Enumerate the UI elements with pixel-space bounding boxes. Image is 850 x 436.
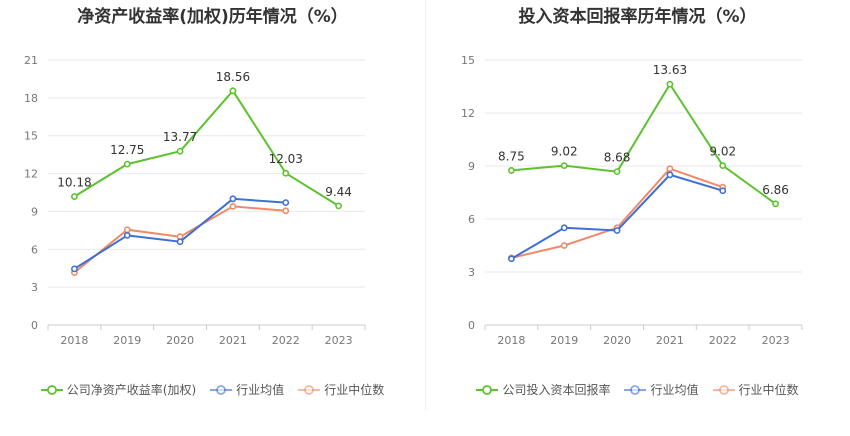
data-point-company[interactable]: [335, 202, 342, 210]
y-tick-label: 18: [24, 92, 38, 105]
legend-item-industry_avg[interactable]: 行业均值: [624, 381, 699, 398]
legend-item-industry_avg[interactable]: 行业均值: [210, 381, 284, 398]
x-tick-label: 2021: [219, 334, 247, 347]
data-point-industry_median[interactable]: [666, 165, 674, 173]
data-point-company[interactable]: [560, 162, 568, 170]
x-tick-label: 2019: [113, 334, 141, 347]
data-point-company[interactable]: [772, 200, 779, 208]
data-label: 8.68: [604, 151, 631, 165]
legend-swatch-icon: [298, 384, 321, 395]
x-tick-label: 2022: [709, 334, 737, 347]
series-line-company: [511, 82, 777, 205]
x-tick-label: 2020: [603, 334, 631, 347]
y-tick-label: 15: [24, 130, 38, 143]
x-tick-label: 2023: [325, 334, 353, 347]
data-point-industry_avg[interactable]: [666, 171, 674, 179]
data-point-company[interactable]: [613, 168, 621, 176]
roic-chart-panel: 投入资本回报率历年情况（%） 0 3 6 9 12 15 2018 2019 2020 2021 2…: [425, 0, 850, 436]
data-point-industry_avg[interactable]: [508, 255, 515, 263]
y-tick-label: 21: [24, 54, 38, 67]
x-tick-label: 2022: [272, 334, 300, 347]
data-point-industry_median[interactable]: [229, 202, 237, 210]
legend-swatch-icon: [476, 384, 499, 395]
x-tick-label: 2023: [762, 334, 790, 347]
y-tick-label: 3: [31, 281, 38, 294]
panel-divider: [425, 0, 426, 410]
y-tick-label: 9: [31, 205, 38, 218]
legend-item-industry_median[interactable]: 行业中位数: [298, 381, 384, 398]
data-point-industry_avg[interactable]: [229, 195, 237, 203]
data-label: 12.75: [110, 143, 144, 157]
data-label: 10.18: [57, 176, 91, 190]
data-point-company[interactable]: [719, 162, 727, 170]
data-point-industry_avg[interactable]: [123, 232, 131, 239]
legend-swatch-icon: [210, 384, 233, 395]
x-tick-label: 2021: [656, 334, 684, 347]
data-point-company[interactable]: [176, 147, 184, 155]
data-point-industry_avg[interactable]: [613, 227, 621, 234]
series-line-industry_avg: [510, 173, 724, 260]
legend-item-company[interactable]: 公司净资产收益率(加权): [40, 381, 197, 398]
chart-title: 净资产收益率(加权)历年情况（%）: [77, 7, 348, 27]
data-label: 18.56: [216, 70, 250, 84]
data-point-industry_median[interactable]: [560, 242, 568, 249]
data-point-industry_avg[interactable]: [560, 224, 568, 232]
data-label: 8.75: [498, 149, 525, 163]
y-tick-label: 3: [468, 266, 475, 279]
data-label: 6.86: [762, 183, 789, 197]
legend-label: 公司投入资本回报率: [502, 383, 611, 397]
legend-label: 行业中位数: [324, 383, 385, 397]
y-tick-label: 12: [24, 168, 38, 181]
roe-chart-legend: 公司净资产收益率(加权) 行业均值 行业中位数: [0, 381, 425, 398]
roe-chart-panel: 净资产收益率(加权)历年情况（%） 0 3 6 9 12 15 18 21 2018 2019 20…: [0, 7, 425, 398]
data-point-industry_avg[interactable]: [282, 199, 290, 206]
data-point-industry_avg[interactable]: [176, 238, 184, 246]
data-label: 13.63: [653, 63, 687, 77]
series-line-company: [73, 89, 340, 207]
y-tick-label: 6: [31, 243, 38, 256]
data-label: 13.77: [163, 130, 197, 144]
y-tick-label: 0: [31, 319, 38, 332]
data-label: 9.02: [551, 145, 578, 159]
roic-chart-plot: 0 3 6 9 12 15 2018 2019 2020 2021 2022 2023 8.75 9.02…: [461, 54, 803, 347]
data-point-company[interactable]: [123, 160, 131, 168]
legend-item-industry_median[interactable]: 行业中位数: [712, 381, 799, 398]
data-point-company[interactable]: [71, 193, 78, 200]
x-tick-label: 2018: [497, 334, 525, 347]
y-tick-label: 6: [468, 213, 475, 226]
y-tick-label: 9: [468, 160, 475, 173]
data-point-company[interactable]: [508, 167, 515, 174]
legend-label: 行业均值: [650, 383, 699, 397]
x-tick-label: 2019: [550, 334, 578, 347]
data-point-industry_median[interactable]: [282, 207, 290, 215]
data-label: 12.03: [269, 152, 303, 166]
x-tick-label: 2020: [166, 334, 194, 347]
legend-swatch-icon: [40, 384, 63, 395]
data-point-industry_avg[interactable]: [71, 265, 78, 273]
data-label: 9.02: [709, 145, 736, 159]
y-tick-label: 12: [461, 107, 475, 120]
roic-chart-legend: 公司投入资本回报率 行业均值 行业中位数: [425, 381, 850, 398]
legend-swatch-icon: [624, 384, 647, 395]
legend-item-company[interactable]: 公司投入资本回报率: [476, 381, 610, 398]
legend-label: 行业均值: [236, 383, 285, 397]
data-point-company[interactable]: [229, 87, 237, 95]
x-tick-label: 2018: [60, 334, 88, 347]
roe-chart-plot: 0 3 6 9 12 15 18 21 2018 2019 2020 2021 2022 2023 10.1…: [24, 54, 366, 347]
chart-title: 投入资本回报率历年情况（%）: [518, 7, 757, 27]
data-point-company[interactable]: [666, 80, 674, 88]
legend-label: 行业中位数: [738, 383, 799, 397]
y-tick-label: 0: [468, 319, 475, 332]
data-label: 9.44: [325, 185, 352, 199]
data-point-company[interactable]: [282, 169, 290, 177]
data-point-industry_median[interactable]: [123, 226, 131, 234]
legend-swatch-icon: [712, 384, 735, 395]
legend-label: 公司净资产收益率(加权): [66, 383, 197, 397]
y-tick-label: 15: [461, 54, 475, 67]
data-point-industry_avg[interactable]: [719, 187, 727, 195]
